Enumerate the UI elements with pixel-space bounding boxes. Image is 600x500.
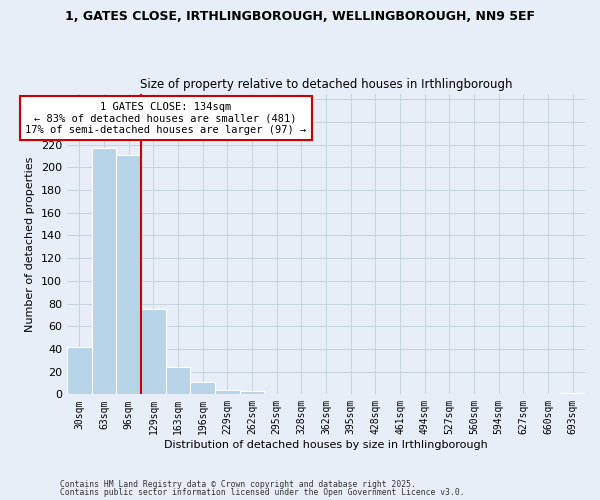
Title: Size of property relative to detached houses in Irthlingborough: Size of property relative to detached ho… bbox=[140, 78, 512, 91]
Text: Contains public sector information licensed under the Open Government Licence v3: Contains public sector information licen… bbox=[60, 488, 464, 497]
Text: 1, GATES CLOSE, IRTHLINGBOROUGH, WELLINGBOROUGH, NN9 5EF: 1, GATES CLOSE, IRTHLINGBOROUGH, WELLING… bbox=[65, 10, 535, 23]
Bar bbox=[240, 391, 265, 394]
Bar bbox=[116, 155, 141, 394]
Text: Contains HM Land Registry data © Crown copyright and database right 2025.: Contains HM Land Registry data © Crown c… bbox=[60, 480, 416, 489]
X-axis label: Distribution of detached houses by size in Irthlingborough: Distribution of detached houses by size … bbox=[164, 440, 488, 450]
Bar bbox=[190, 382, 215, 394]
Y-axis label: Number of detached properties: Number of detached properties bbox=[25, 156, 35, 332]
Bar bbox=[141, 309, 166, 394]
Bar bbox=[215, 390, 240, 394]
Bar bbox=[166, 367, 190, 394]
Bar bbox=[67, 346, 92, 395]
Bar bbox=[560, 393, 585, 394]
Bar bbox=[92, 148, 116, 394]
Text: 1 GATES CLOSE: 134sqm
← 83% of detached houses are smaller (481)
17% of semi-det: 1 GATES CLOSE: 134sqm ← 83% of detached … bbox=[25, 102, 307, 134]
